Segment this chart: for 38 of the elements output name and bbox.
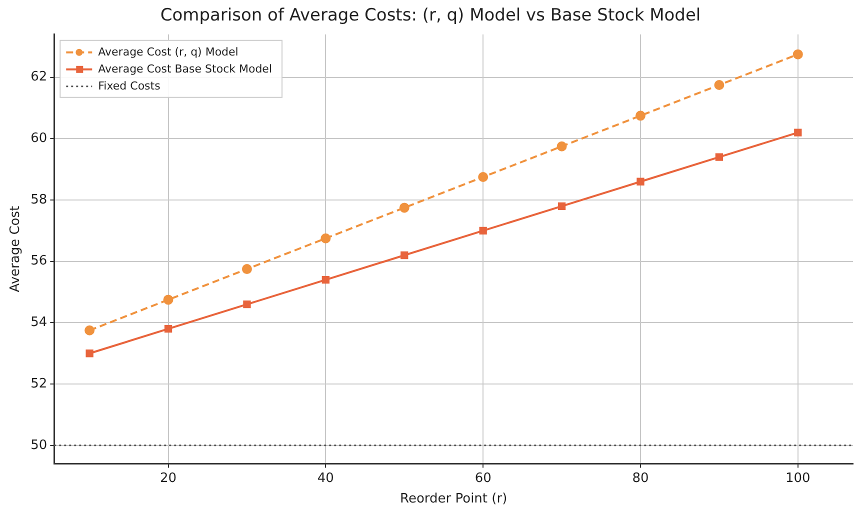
point <box>715 153 724 161</box>
y-tick-label: 60 <box>30 131 48 146</box>
y-tick-label: 58 <box>30 192 48 208</box>
point <box>399 202 410 213</box>
chart-title: Comparison of Average Costs: (r, q) Model vs Base Stock Model <box>160 6 701 26</box>
point <box>164 325 172 333</box>
legend-label: Average Cost Base Stock Model <box>98 62 272 76</box>
point <box>478 172 488 182</box>
y-tick-label: 50 <box>30 438 48 453</box>
x-tick-label: 60 <box>474 470 492 486</box>
point <box>556 141 567 152</box>
point <box>86 350 94 358</box>
point <box>635 110 646 121</box>
point <box>163 294 174 305</box>
point <box>84 325 95 336</box>
point <box>636 178 644 186</box>
y-tick-label: 52 <box>30 376 48 392</box>
point <box>792 49 803 60</box>
legend-label: Fixed Costs <box>98 79 161 92</box>
point <box>479 226 487 235</box>
y-tick-label: 54 <box>30 315 48 330</box>
x-tick-label: 80 <box>632 470 649 486</box>
point <box>794 128 802 136</box>
x-axis-title: Reorder Point (r) <box>400 492 508 507</box>
point <box>242 264 252 274</box>
point <box>400 251 408 260</box>
y-tick-label: 62 <box>30 70 48 85</box>
y-axis-title: Average Cost <box>8 206 24 292</box>
x-tick-label: 20 <box>160 470 177 486</box>
point <box>558 202 566 210</box>
x-tick-label: 100 <box>785 470 810 486</box>
point <box>320 233 331 244</box>
legend-label: Average Cost (r, q) Model <box>98 45 238 58</box>
point <box>243 300 251 308</box>
point <box>714 80 724 90</box>
y-tick-label: 56 <box>30 254 48 269</box>
point <box>322 276 330 284</box>
x-tick-label: 40 <box>317 470 334 486</box>
